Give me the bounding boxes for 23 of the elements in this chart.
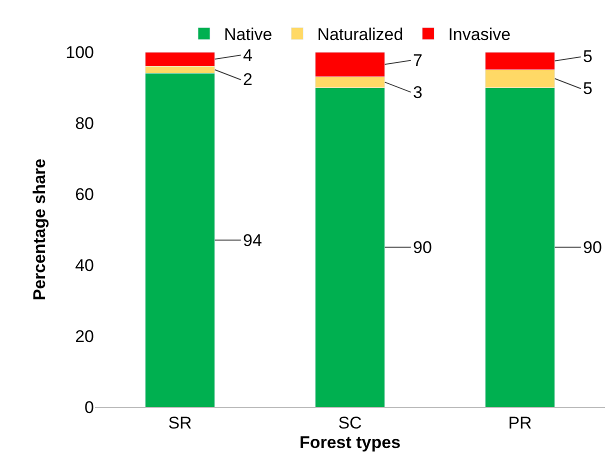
y-tick-label: 60 (75, 184, 94, 204)
data-label: 4 (243, 46, 252, 65)
x-tick-label: SR (168, 413, 192, 432)
data-label: 90 (583, 238, 602, 257)
y-axis-title: Percentage share (30, 158, 50, 300)
data-label: 7 (413, 51, 422, 70)
data-label: 2 (243, 70, 252, 89)
y-tick-label: 80 (75, 114, 94, 133)
x-tick-label: PR (508, 413, 532, 432)
legend-label: Native (224, 25, 272, 44)
y-tick-label: 0 (84, 398, 94, 417)
y-tick-label: 100 (66, 42, 94, 62)
data-label: 94 (243, 231, 262, 250)
y-tick-label: 40 (75, 256, 94, 275)
data-label: 3 (413, 83, 422, 102)
x-axis-title: Forest types (299, 432, 401, 452)
data-label: 5 (583, 47, 592, 66)
y-tick-label: 20 (75, 326, 94, 346)
legend-label: Invasive (448, 25, 511, 44)
x-tick-label: SC (338, 413, 362, 432)
legend-label: Naturalized (317, 25, 404, 44)
data-label: 5 (583, 79, 592, 98)
data-label: 90 (413, 238, 432, 257)
